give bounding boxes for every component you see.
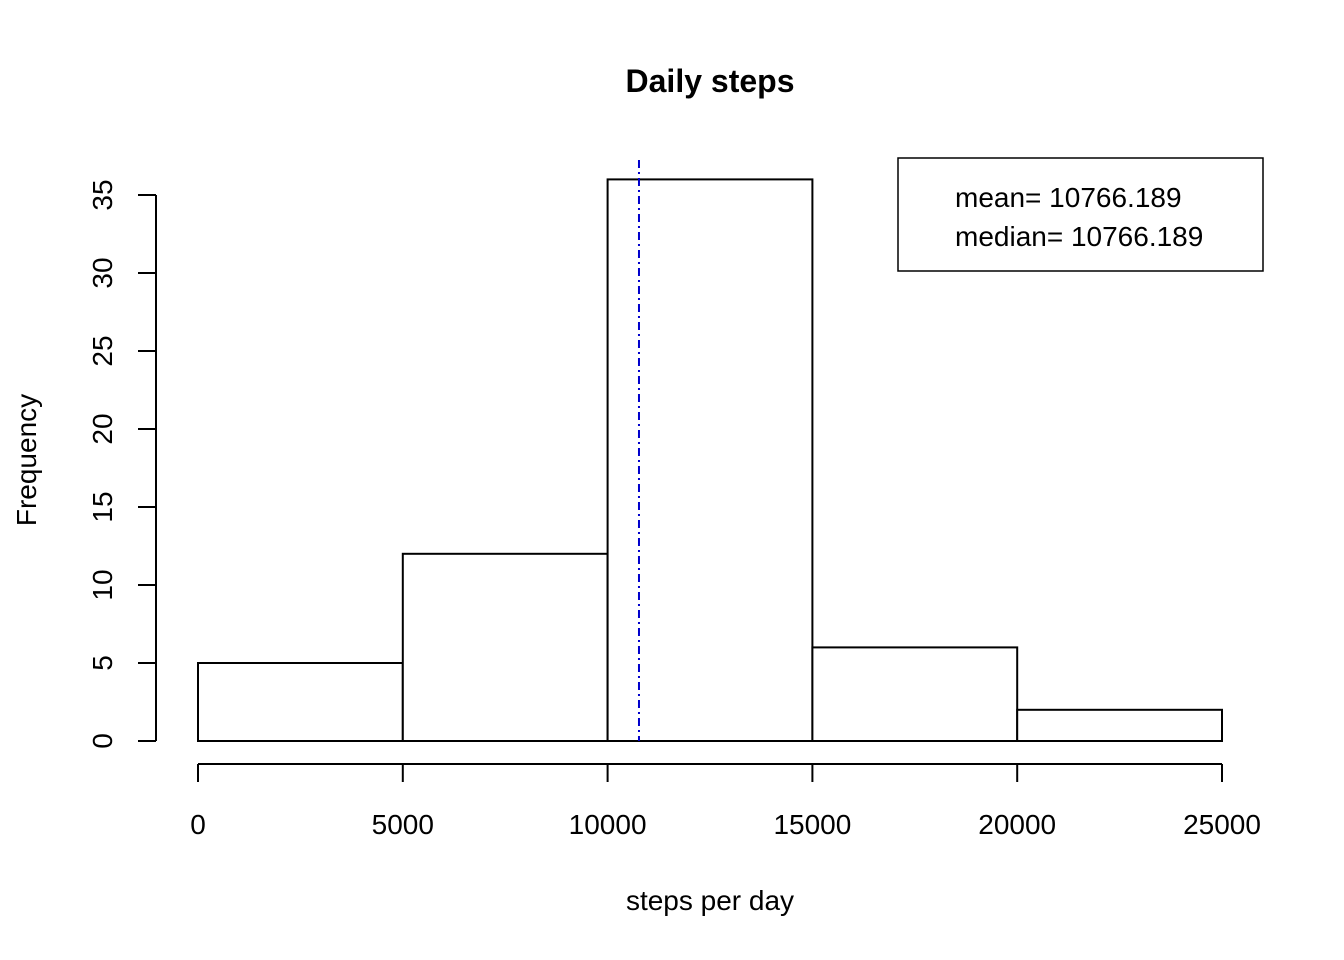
x-tick-label-4: 20000 [978,809,1056,840]
y-tick-label-0: 0 [87,733,118,749]
y-tick-label-7: 35 [87,179,118,210]
legend-entry-median: median= 10766.189 [955,221,1203,252]
x-axis: 0 5000 10000 15000 20000 25000 [190,763,1261,840]
legend: mean= 10766.189 median= 10766.189 [897,157,1264,272]
y-tick-label-4: 20 [87,413,118,444]
y-axis-label: Frequency [11,394,42,526]
x-tick-label-5: 25000 [1183,809,1261,840]
histogram-bar-0 [197,662,404,742]
x-axis-label: steps per day [626,885,794,916]
histogram-bar-4 [1016,708,1224,742]
bars-group [197,178,1224,743]
x-tick-label-0: 0 [190,809,206,840]
chart-title: Daily steps [626,63,795,99]
y-tick-label-3: 15 [87,491,118,522]
x-tick-label-1: 5000 [372,809,434,840]
x-tick-label-2: 10000 [569,809,647,840]
y-tick-label-6: 30 [87,257,118,288]
y-tick-label-5: 25 [87,335,118,366]
x-tick-label-3: 15000 [773,809,851,840]
y-axis: 0 5 10 15 20 25 30 35 [87,179,157,749]
histogram-bar-3 [811,646,1019,743]
y-tick-label-1: 5 [87,655,118,671]
legend-box [897,157,1264,272]
histogram-bar-1 [401,552,609,742]
y-tick-label-2: 10 [87,569,118,600]
legend-entry-mean: mean= 10766.189 [955,182,1182,213]
histogram-bar-2 [606,178,814,742]
